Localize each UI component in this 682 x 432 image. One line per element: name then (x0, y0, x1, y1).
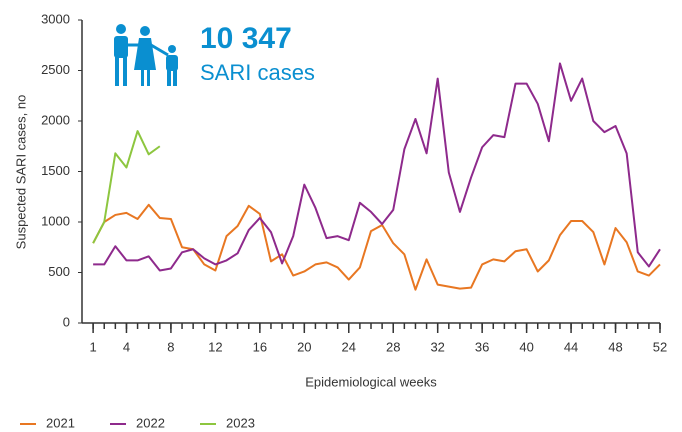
x-tick-label: 1 (89, 339, 96, 354)
series-line (93, 62, 661, 272)
legend-label: 2023 (226, 415, 255, 430)
series-line (92, 203, 661, 291)
headline-number: 10 347 (200, 22, 292, 55)
y-axis-label: Suspected SARI cases, no (13, 95, 28, 250)
x-tick-label: 40 (519, 339, 533, 354)
legend-label: 2021 (46, 415, 75, 430)
x-tick-label: 16 (253, 339, 267, 354)
people-icon (114, 24, 178, 86)
x-tick-label: 24 (342, 339, 356, 354)
y-tick-label: 0 (63, 314, 70, 329)
x-axis-label: Epidemiological weeks (305, 374, 437, 389)
headline-label: SARI cases (200, 60, 315, 85)
x-tick-label: 4 (123, 339, 130, 354)
y-tick-label: 3000 (41, 11, 70, 26)
x-tick-label: 28 (386, 339, 400, 354)
x-tick-label: 8 (167, 339, 174, 354)
x-tick-label: 32 (430, 339, 444, 354)
series-line (92, 130, 161, 244)
x-tick-label: 20 (297, 339, 311, 354)
x-tick-label: 12 (208, 339, 222, 354)
y-tick-label: 500 (48, 264, 70, 279)
x-tick-label: 36 (475, 339, 489, 354)
x-tick-label: 48 (608, 339, 622, 354)
y-tick-label: 1500 (41, 163, 70, 178)
x-tick-label: 44 (564, 339, 578, 354)
y-tick-label: 1000 (41, 213, 70, 228)
y-tick-label: 2000 (41, 112, 70, 127)
x-tick-label: 52 (653, 339, 667, 354)
legend-label: 2022 (136, 415, 165, 430)
y-tick-label: 2500 (41, 62, 70, 77)
